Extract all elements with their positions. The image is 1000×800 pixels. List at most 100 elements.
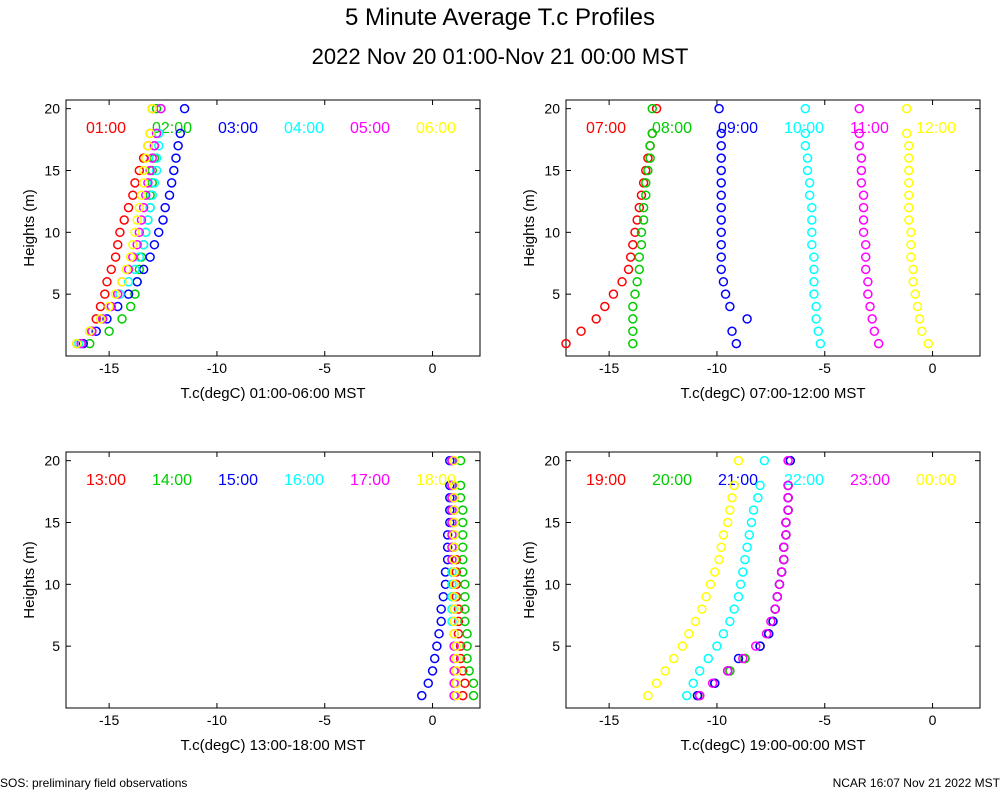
data-point xyxy=(149,178,160,188)
data-point xyxy=(800,128,811,139)
data-point xyxy=(738,653,748,664)
data-point xyxy=(104,326,114,337)
data-point xyxy=(417,690,427,701)
data-point xyxy=(856,165,867,176)
data-point xyxy=(901,128,912,139)
data-point xyxy=(442,542,453,552)
series-1000 xyxy=(800,103,826,349)
legend-entry: 20:00 xyxy=(652,472,692,489)
data-point xyxy=(145,252,155,262)
data-point xyxy=(804,190,815,200)
data-point xyxy=(811,301,821,312)
data-point xyxy=(718,277,729,287)
data-point xyxy=(442,530,453,540)
legend-entry: 13:00 xyxy=(86,472,126,489)
data-point xyxy=(132,277,142,287)
data-point xyxy=(130,227,140,238)
data-point xyxy=(151,128,162,139)
series-0500 xyxy=(76,103,166,349)
data-point xyxy=(455,641,466,651)
data-point xyxy=(733,591,744,602)
series-0700 xyxy=(561,103,662,349)
x-tick-label: -15 xyxy=(599,360,619,376)
data-point xyxy=(716,252,726,262)
data-point xyxy=(449,455,459,466)
data-point xyxy=(727,493,737,503)
data-point xyxy=(688,678,698,689)
y-tick-label: 5 xyxy=(552,286,560,302)
data-point xyxy=(904,178,914,188)
data-point xyxy=(707,678,718,689)
data-point xyxy=(809,252,819,262)
data-point xyxy=(630,289,640,299)
data-point xyxy=(783,493,793,503)
data-point xyxy=(460,604,470,614)
series-0000 xyxy=(643,455,744,701)
chart-panel-3: -15 -10 -5 0 5 10 15 20 T.c(degC) 13:00-18:00 MS… xyxy=(21,451,481,754)
data-point xyxy=(865,301,875,312)
data-point xyxy=(458,530,468,540)
data-point xyxy=(716,190,726,200)
data-point xyxy=(451,641,462,651)
data-point xyxy=(735,579,746,590)
legend-entry: 10:00 xyxy=(784,120,824,137)
data-point xyxy=(128,190,138,200)
data-point xyxy=(434,629,444,639)
data-point xyxy=(138,178,149,188)
data-point xyxy=(697,604,707,614)
data-point xyxy=(781,517,791,528)
data-point xyxy=(117,277,127,287)
data-point xyxy=(716,202,726,213)
data-point xyxy=(423,678,433,689)
data-point xyxy=(869,326,880,337)
data-point xyxy=(727,326,737,337)
legend-entry: 02:00 xyxy=(152,120,192,137)
y-tick-label: 20 xyxy=(44,453,60,469)
legend-entry: 15:00 xyxy=(218,472,258,489)
data-point xyxy=(759,455,770,466)
data-point xyxy=(125,301,136,312)
data-point xyxy=(149,239,160,250)
data-point xyxy=(718,530,729,540)
data-point xyxy=(134,202,145,213)
data-point xyxy=(751,641,761,651)
data-point xyxy=(132,215,142,225)
data-point xyxy=(766,616,776,627)
data-point xyxy=(716,264,726,275)
data-point xyxy=(815,338,826,349)
data-point xyxy=(458,542,468,552)
data-point xyxy=(910,289,921,299)
data-point xyxy=(863,289,873,299)
y-tick-label: 10 xyxy=(544,576,560,592)
data-point xyxy=(906,227,916,238)
series-0200 xyxy=(84,103,162,349)
footer-right: NCAR 16:07 Nov 21 2022 MST xyxy=(832,776,1000,790)
x-tick-label: -5 xyxy=(819,360,832,376)
data-point xyxy=(460,579,470,590)
data-point xyxy=(138,202,149,213)
y-tick-label: 15 xyxy=(44,514,60,530)
data-point xyxy=(438,591,449,602)
data-point xyxy=(863,277,873,287)
x-tick-label: -15 xyxy=(599,712,619,728)
data-point xyxy=(651,678,662,689)
data-point xyxy=(625,252,636,262)
data-point xyxy=(153,141,164,151)
legend-entry: 23:00 xyxy=(850,472,890,489)
data-point xyxy=(123,277,134,287)
series-2200 xyxy=(682,455,770,701)
data-point xyxy=(906,239,916,250)
chart-panel-1: -15 -10 -5 0 5 10 15 20 T.c(degC) 01:00-06:00 MS… xyxy=(21,99,481,402)
series-1800 xyxy=(449,455,462,701)
y-tick-label: 20 xyxy=(44,101,60,117)
data-point xyxy=(677,641,688,651)
data-point xyxy=(145,128,155,139)
x-tick-label: -10 xyxy=(707,712,727,728)
data-point xyxy=(576,326,586,337)
legend-entry: 12:00 xyxy=(916,120,956,137)
y-tick-label: 15 xyxy=(544,514,560,530)
legend-entry: 21:00 xyxy=(718,472,758,489)
data-point xyxy=(149,141,160,151)
data-point xyxy=(143,215,153,225)
data-point xyxy=(781,530,791,540)
